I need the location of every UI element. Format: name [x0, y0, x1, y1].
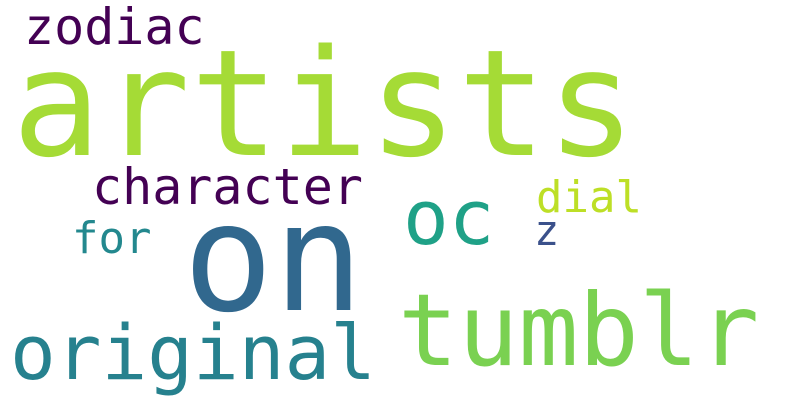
- word-z: z: [534, 206, 559, 255]
- word-artists: artists: [12, 18, 636, 190]
- word-tumblr: tumblr: [398, 272, 759, 389]
- word-zodiac: zodiac: [24, 0, 205, 56]
- word-original: original: [10, 308, 376, 397]
- word-dial: dial: [536, 172, 642, 223]
- word-for: for: [72, 213, 151, 264]
- word-character: character: [92, 158, 363, 216]
- word-oc: oc: [403, 173, 495, 262]
- word-on: on: [183, 172, 364, 346]
